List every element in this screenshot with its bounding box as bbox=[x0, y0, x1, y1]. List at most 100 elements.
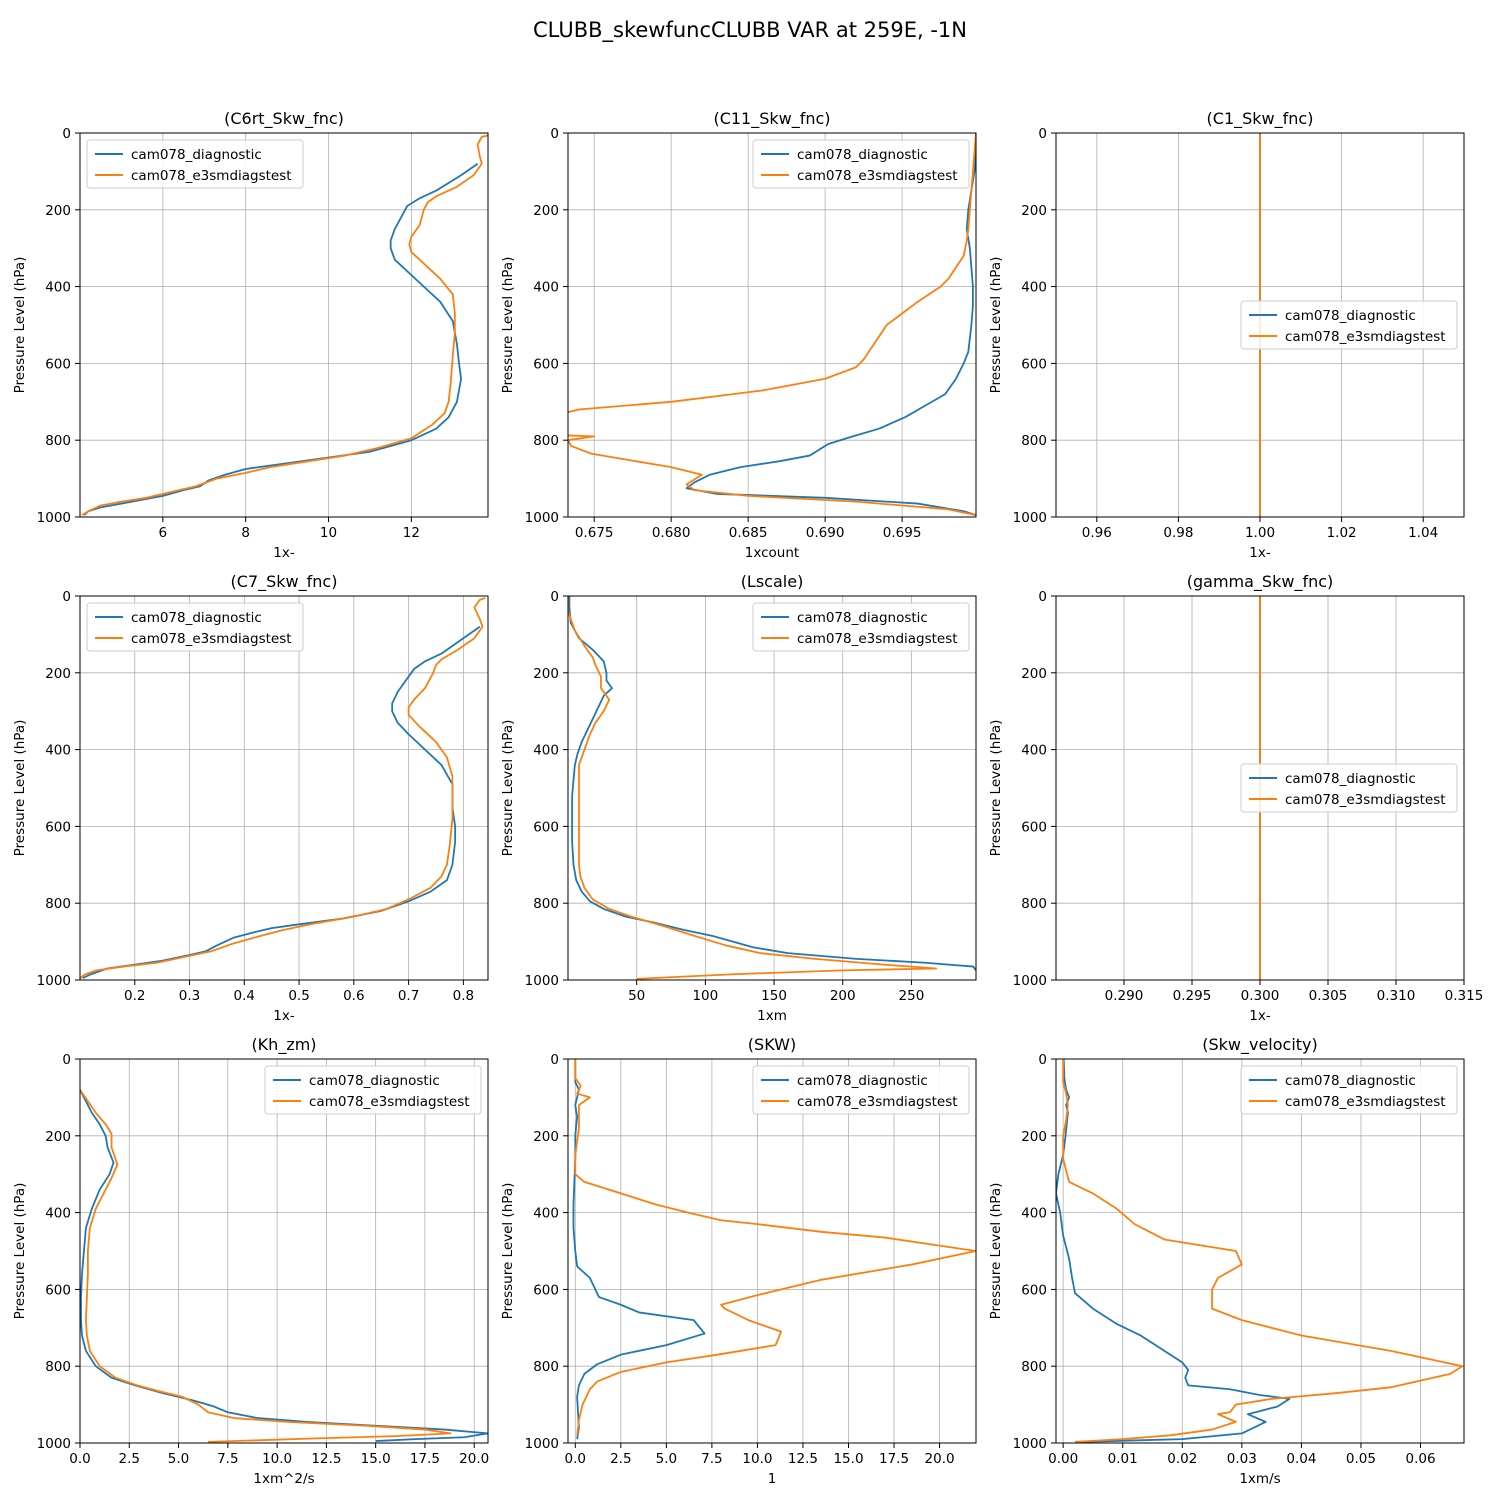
chart-panel-9: 0.00 0.01 0.02 0.03 0.04 0.05 0.06 0 200 400 600 80… bbox=[988, 1035, 1465, 1487]
y-axis-label: Pressure Level (hPa) bbox=[988, 257, 1004, 394]
y-tick-label: 1000 bbox=[37, 1436, 71, 1452]
chart-title: (C6rt_Skw_fnc) bbox=[224, 109, 344, 129]
legend-label: cam078_e3smdiagstest bbox=[309, 1094, 470, 1110]
x-tick-label: 2.5 bbox=[119, 1451, 140, 1467]
y-tick-label: 600 bbox=[1021, 819, 1047, 835]
x-tick-label: 0.675 bbox=[575, 525, 614, 541]
legend: cam078_diagnostic cam078_e3smdiagstest bbox=[752, 139, 970, 189]
x-axis-label: 1x- bbox=[273, 1008, 295, 1024]
x-tick-label: 150 bbox=[761, 988, 787, 1004]
series-line-2 bbox=[568, 596, 938, 980]
x-tick-label: 5.0 bbox=[656, 1451, 677, 1467]
legend-label: cam078_e3smdiagstest bbox=[797, 168, 958, 184]
series-line-2 bbox=[81, 134, 488, 516]
chart-panel-8: 0.0 2.5 5.0 7.5 10.0 12.5 15.0 17.5 20.0 0 200 400 6… bbox=[500, 1035, 977, 1487]
x-tick-label: 0.6 bbox=[343, 988, 364, 1004]
y-tick-label: 400 bbox=[533, 280, 559, 296]
chart-title: (SKW) bbox=[748, 1035, 796, 1054]
y-axis-label: Pressure Level (hPa) bbox=[12, 1183, 28, 1320]
y-tick-label: 200 bbox=[45, 203, 71, 219]
legend: cam078_diagnostic cam078_e3smdiagstest bbox=[752, 1065, 970, 1115]
y-tick-label: 0 bbox=[1038, 1052, 1047, 1068]
x-tick-label: 0.3 bbox=[179, 988, 200, 1004]
y-tick-label: 200 bbox=[1021, 666, 1047, 682]
x-axis-label: 1x- bbox=[1249, 545, 1271, 561]
y-tick-label: 800 bbox=[1021, 433, 1047, 449]
y-tick-label: 200 bbox=[45, 666, 71, 682]
x-tick-label: 8 bbox=[241, 525, 250, 541]
x-tick-label: 0.290 bbox=[1105, 988, 1144, 1004]
x-axis-label: 1 bbox=[768, 1471, 777, 1487]
series-line-2 bbox=[574, 1059, 976, 1436]
x-tick-label: 0.690 bbox=[806, 525, 845, 541]
legend-box bbox=[752, 602, 970, 652]
plot-frame bbox=[1055, 1058, 1465, 1444]
x-tick-label: 20.0 bbox=[925, 1451, 955, 1467]
x-axis-label: 1xcount bbox=[745, 545, 799, 561]
y-tick-label: 600 bbox=[1021, 356, 1047, 372]
series-line-1 bbox=[82, 625, 481, 979]
x-tick-label: 0.96 bbox=[1082, 525, 1112, 541]
legend-label: cam078_diagnostic bbox=[131, 147, 262, 163]
series-line-1 bbox=[1056, 1059, 1291, 1443]
y-tick-label: 800 bbox=[45, 1359, 71, 1375]
x-tick-label: 17.5 bbox=[410, 1451, 440, 1467]
series-line-1 bbox=[83, 162, 479, 516]
y-tick-label: 1000 bbox=[1013, 1436, 1047, 1452]
x-tick-label: 0.695 bbox=[883, 525, 922, 541]
legend: cam078_diagnostic cam078_e3smdiagstest bbox=[1240, 763, 1458, 813]
series-line-1 bbox=[568, 596, 976, 971]
y-tick-label: 400 bbox=[45, 280, 71, 296]
legend-label: cam078_e3smdiagstest bbox=[1285, 329, 1446, 345]
x-tick-label: 0.685 bbox=[729, 525, 768, 541]
x-axis-label: 1x- bbox=[1249, 1008, 1271, 1024]
chart-panel-5: 50 100 150 200 250 0 200 400 600 800 1000 (Lscale) 1… bbox=[500, 572, 977, 1024]
plot-frame bbox=[79, 1058, 489, 1444]
x-tick-label: 1.02 bbox=[1327, 525, 1357, 541]
x-tick-label: 200 bbox=[830, 988, 856, 1004]
legend-label: cam078_diagnostic bbox=[309, 1073, 440, 1089]
y-tick-label: 0 bbox=[550, 126, 559, 142]
legend-box bbox=[752, 1065, 970, 1115]
y-tick-label: 800 bbox=[533, 1359, 559, 1375]
x-tick-label: 0.98 bbox=[1163, 525, 1193, 541]
y-tick-label: 400 bbox=[1021, 743, 1047, 759]
y-tick-label: 600 bbox=[45, 1282, 71, 1298]
chart-panel-4: 0.2 0.3 0.4 0.5 0.6 0.7 0.8 0 200 400 600 800 1000 (C… bbox=[12, 572, 489, 1024]
legend-label: cam078_diagnostic bbox=[1285, 771, 1416, 787]
legend-label: cam078_diagnostic bbox=[1285, 1073, 1416, 1089]
x-tick-label: 0.2 bbox=[124, 988, 145, 1004]
legend-label: cam078_e3smdiagstest bbox=[797, 1094, 958, 1110]
y-tick-label: 200 bbox=[533, 203, 559, 219]
x-tick-label: 5.0 bbox=[168, 1451, 189, 1467]
chart-title: (gamma_Skw_fnc) bbox=[1187, 572, 1334, 592]
legend-box bbox=[752, 139, 970, 189]
x-tick-label: 0.0 bbox=[565, 1451, 586, 1467]
x-tick-label: 0.295 bbox=[1173, 988, 1212, 1004]
panels: 6 8 10 1202004006008001000(C6rt_Skw_fnc)1x-… bbox=[12, 109, 1483, 1487]
x-tick-label: 0.300 bbox=[1241, 988, 1280, 1004]
y-axis-label: Pressure Level (hPa) bbox=[500, 257, 516, 394]
y-tick-label: 0 bbox=[62, 589, 71, 605]
y-tick-label: 0 bbox=[550, 1052, 559, 1068]
y-tick-label: 800 bbox=[533, 433, 559, 449]
x-tick-label: 0.315 bbox=[1445, 988, 1484, 1004]
series-line-1 bbox=[572, 1059, 706, 1440]
legend-label: cam078_diagnostic bbox=[1285, 308, 1416, 324]
x-tick-label: 15.0 bbox=[833, 1451, 863, 1467]
y-axis-label: Pressure Level (hPa) bbox=[988, 1183, 1004, 1320]
legend-label: cam078_e3smdiagstest bbox=[1285, 792, 1446, 808]
x-tick-label: 10.0 bbox=[742, 1451, 772, 1467]
y-tick-label: 0 bbox=[1038, 589, 1047, 605]
plot-frame bbox=[567, 595, 977, 981]
y-axis-label: Pressure Level (hPa) bbox=[500, 1183, 516, 1320]
y-tick-label: 1000 bbox=[37, 973, 71, 989]
chart-title: (Lscale) bbox=[741, 572, 804, 591]
y-axis-label: Pressure Level (hPa) bbox=[12, 720, 28, 857]
chart-title: (C11_Skw_fnc) bbox=[713, 109, 830, 129]
y-tick-label: 400 bbox=[45, 1206, 71, 1222]
x-axis-label: 1xm^2/s bbox=[253, 1471, 314, 1487]
y-tick-label: 400 bbox=[1021, 1206, 1047, 1222]
y-axis-label: Pressure Level (hPa) bbox=[500, 720, 516, 857]
